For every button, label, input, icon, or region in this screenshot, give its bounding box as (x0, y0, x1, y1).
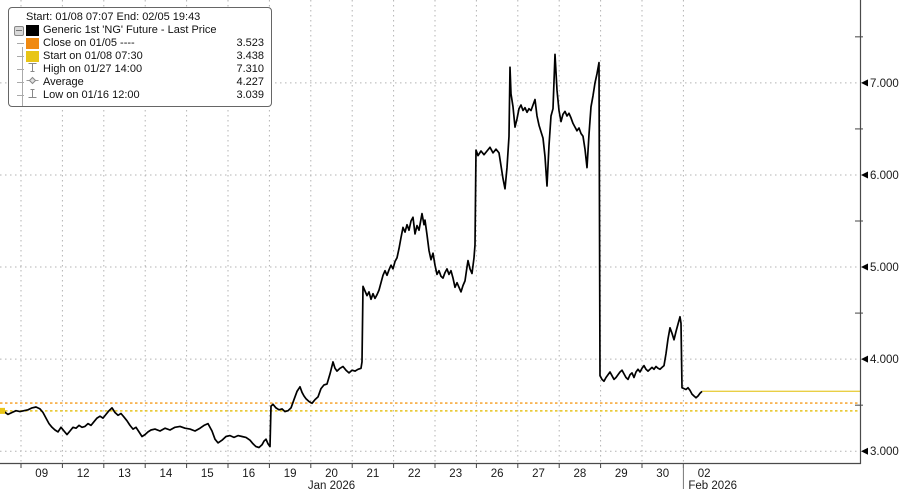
y-axis-label: 4.000 (870, 354, 899, 366)
yellow-square-swatch-icon (26, 51, 39, 62)
x-axis-day-label: 12 (77, 468, 90, 480)
y-tick-arrow-icon (861, 263, 868, 271)
x-axis-day-label: 26 (491, 468, 504, 480)
x-axis-day-label: 23 (449, 468, 462, 480)
legend-high-label: High on 01/27 14:00 (43, 63, 143, 75)
x-axis-day-label: 19 (284, 468, 297, 480)
x-axis-day-label: 14 (160, 468, 173, 480)
legend-series-label: Generic 1st 'NG' Future - Last Price (43, 24, 217, 36)
x-axis-day-label: 15 (201, 468, 214, 480)
legend-close-value: 3.523 (236, 37, 264, 49)
legend-start-value: 3.438 (236, 50, 264, 62)
x-axis-day-label: 13 (118, 468, 131, 480)
legend-row-start[interactable]: Start on 01/08 07:30 3.438 (14, 50, 264, 63)
legend-average-value: 4.227 (236, 76, 264, 88)
orange-square-swatch-icon (26, 38, 39, 49)
chart-legend: Start: 01/08 07:07 End: 02/05 19:43 Gene… (8, 7, 272, 107)
legend-start-label: Start on 01/08 07:30 (43, 50, 143, 62)
x-axis-day-label: 29 (615, 468, 628, 480)
x-axis-day-label: 16 (242, 468, 255, 480)
low-marker-icon (26, 88, 39, 103)
y-tick-arrow-icon (861, 355, 868, 363)
x-axis-month-label: Feb 2026 (688, 480, 737, 490)
x-axis-day-label: 27 (532, 468, 545, 480)
tree-expander-icon[interactable] (14, 25, 24, 36)
average-marker-icon (26, 75, 39, 90)
legend-low-value: 3.039 (236, 89, 264, 101)
x-axis-day-label: 20 (325, 468, 338, 480)
x-axis-day-label: 30 (656, 468, 669, 480)
legend-close-label: Close on 01/05 ---- (43, 37, 135, 49)
legend-row-high[interactable]: High on 01/27 14:00 7.310 (14, 63, 264, 76)
y-axis-label: 3.000 (870, 446, 899, 458)
y-axis-label: 5.000 (870, 262, 899, 274)
x-axis-month-label: Jan 2026 (308, 480, 355, 490)
legend-row-close[interactable]: Close on 01/05 ---- 3.523 (14, 37, 264, 50)
x-axis-day-label: 09 (35, 468, 48, 480)
period-text: Start: 01/08 07:07 End: 02/05 19:43 (26, 11, 201, 23)
legend-row-low[interactable]: Low on 01/16 12:00 3.039 (14, 89, 264, 102)
x-axis-day-label: 28 (574, 468, 587, 480)
y-axis-label: 7.000 (870, 78, 899, 90)
legend-period-header: Start: 01/08 07:07 End: 02/05 19:43 (14, 11, 264, 24)
x-axis-day-label: 22 (408, 468, 421, 480)
legend-row-average[interactable]: Average 4.227 (14, 76, 264, 89)
x-axis-day-label: 21 (367, 468, 380, 480)
start-marker (0, 407, 5, 414)
legend-low-label: Low on 01/16 12:00 (43, 89, 140, 101)
high-marker-icon (26, 62, 39, 77)
black-square-swatch-icon (26, 25, 39, 36)
x-axis-day-label: 02 (698, 468, 711, 480)
legend-average-label: Average (43, 76, 84, 88)
legend-high-value: 7.310 (236, 63, 264, 75)
y-tick-arrow-icon (861, 171, 868, 179)
price-line (0, 53, 703, 449)
y-axis-label: 6.000 (870, 170, 899, 182)
y-tick-arrow-icon (861, 79, 868, 87)
y-tick-arrow-icon (861, 447, 868, 455)
legend-row-series[interactable]: Generic 1st 'NG' Future - Last Price (14, 24, 264, 37)
legend-tree-line (22, 47, 23, 106)
